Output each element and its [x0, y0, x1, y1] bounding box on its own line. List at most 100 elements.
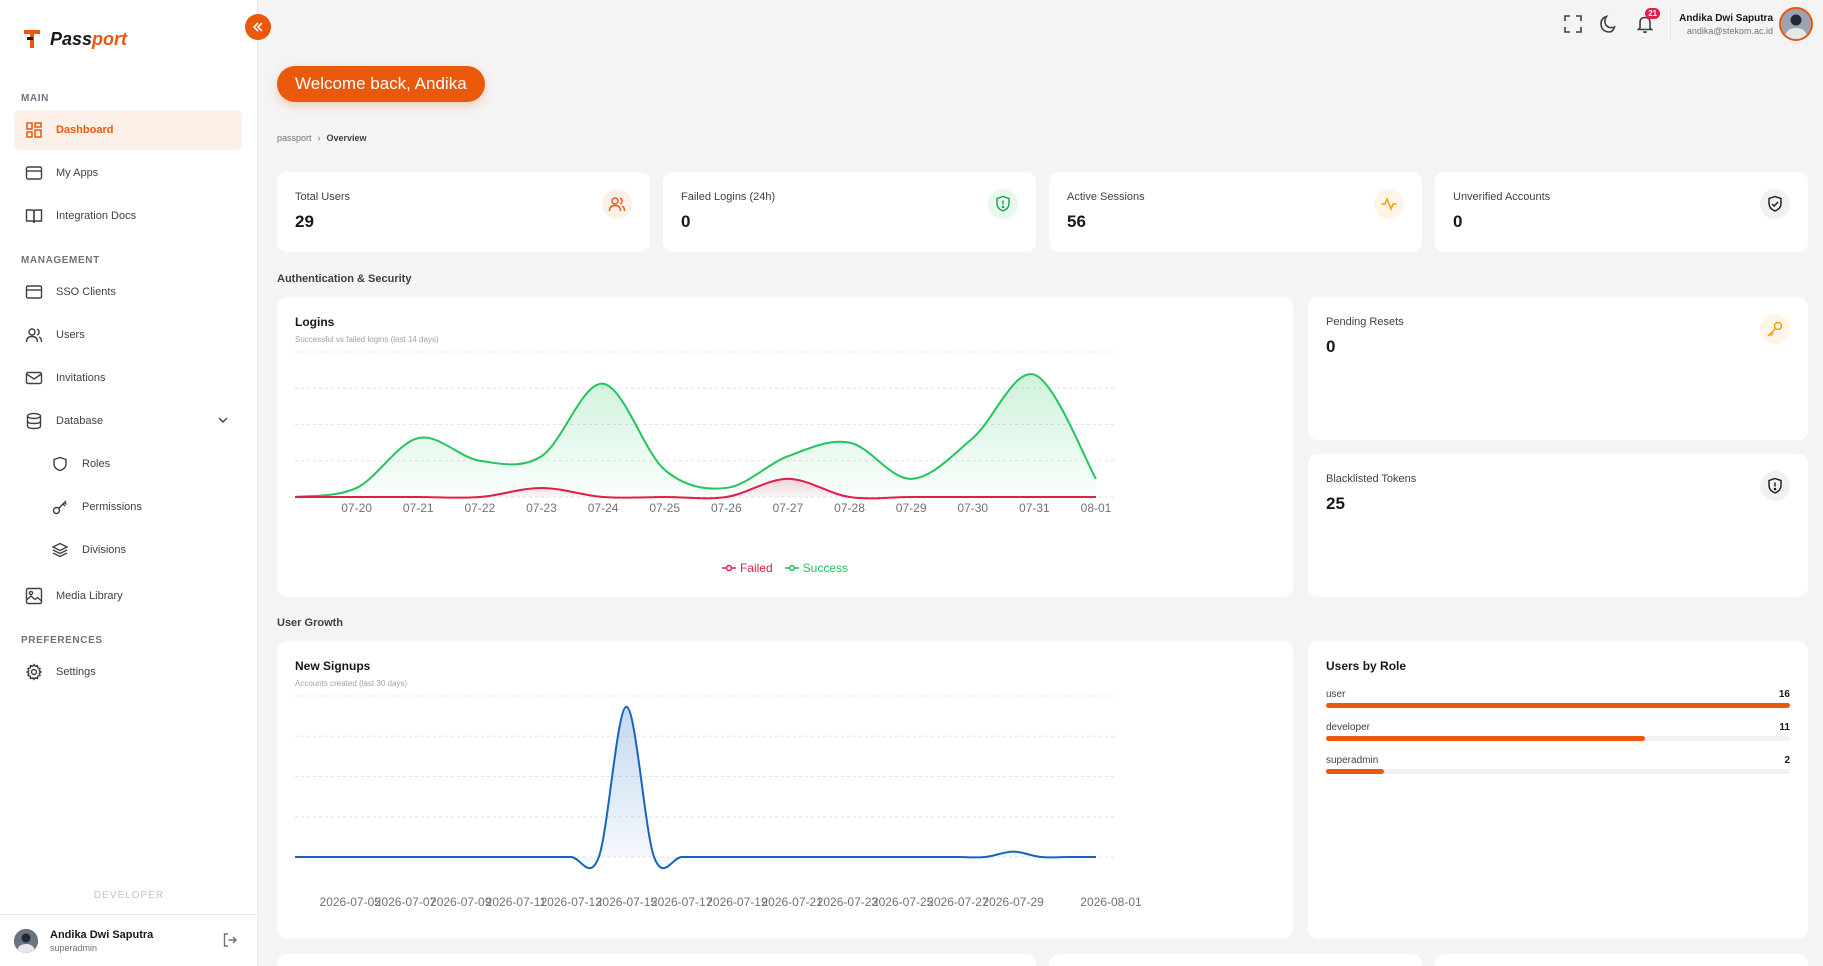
avatar[interactable]: [1779, 7, 1813, 41]
legend-item-success[interactable]: Success: [784, 561, 849, 575]
stat-title: Total Users: [295, 191, 351, 203]
sidebar-user-profile[interactable]: Andika Dwi Saputra superadmin: [0, 914, 258, 966]
header-divider: [1670, 9, 1672, 39]
sidebar-item-label: Integration Docs: [56, 210, 137, 222]
sidebar-item-label: Roles: [82, 458, 111, 470]
stat-title: Active Sessions: [1067, 191, 1145, 203]
x-tick-label: 2026-07-29: [982, 895, 1044, 909]
legend-marker-icon: [784, 564, 799, 572]
stat-value: 0: [681, 212, 691, 231]
x-tick-label: 2026-07-27: [927, 895, 989, 909]
sidebar-item-divisions[interactable]: Divisions: [14, 530, 242, 570]
chart-title: Users by Role: [1326, 659, 1407, 673]
sidebar-item-users[interactable]: Users: [14, 315, 242, 355]
sidebar-item-my-apps[interactable]: My Apps: [14, 153, 242, 193]
x-tick-label: 2026-07-15: [596, 895, 658, 909]
sidebar-item-label: Media Library: [56, 590, 123, 602]
header-user-info[interactable]: Andika Dwi Saputra andika@stekom.ac.id: [1679, 13, 1773, 36]
notifications-button[interactable]: 21: [1634, 8, 1661, 35]
chevrons-left-icon: [252, 22, 263, 32]
sidebar-collapse-button[interactable]: [245, 14, 271, 40]
sidebar-item-dashboard[interactable]: Dashboard: [14, 110, 242, 150]
x-tick-label: 07-20: [341, 501, 372, 515]
fullscreen-icon[interactable]: [1562, 13, 1584, 35]
sidebar-item-label: Invitations: [56, 372, 106, 384]
chart-subtitle: Accounts created (last 30 days): [295, 679, 408, 688]
bell-icon: [1636, 16, 1654, 34]
sidebar-item-invitations[interactable]: Invitations: [14, 358, 242, 398]
stat-title: Unverified Accounts: [1453, 191, 1551, 203]
sidebar-item-label: Database: [56, 415, 104, 427]
role-bar-row: developer 11: [1326, 722, 1790, 741]
role-bar-fill: [1326, 736, 1645, 741]
sidebar-item-database[interactable]: Database: [14, 401, 242, 441]
sidebar-item-settings[interactable]: Settings: [14, 652, 242, 692]
legend-label: Success: [802, 561, 849, 575]
legend-label: Failed: [739, 561, 773, 575]
stat-value: 29: [295, 212, 314, 231]
x-tick-label: 2026-07-07: [375, 895, 437, 909]
notification-count-badge: 21: [1645, 8, 1661, 19]
signups-chart: 2026-07-052026-07-072026-07-092026-07-11…: [294, 695, 1142, 909]
x-tick-label: 2026-07-17: [651, 895, 713, 909]
series-line-success[interactable]: [294, 373, 1097, 498]
stat-card-active-sessions: Active Sessions 56: [1049, 172, 1422, 252]
sidebar-item-label: Dashboard: [56, 124, 114, 136]
sidebar-item-permissions[interactable]: Permissions: [14, 487, 242, 527]
x-tick-label: 07-23: [526, 501, 557, 515]
avatar: [14, 928, 38, 953]
shield-alert-icon: [1760, 471, 1790, 501]
sidebar-user-role: superadmin: [50, 942, 98, 953]
x-tick-label: 07-28: [834, 501, 865, 515]
app-name: Passport: [50, 28, 128, 49]
series-line-signups[interactable]: [294, 705, 1096, 869]
app-logo[interactable]: Passport: [22, 28, 127, 50]
chart-subtitle: Successful vs failed logins (last 14 day…: [295, 335, 439, 344]
x-tick-label: 2026-07-19: [706, 895, 768, 909]
sidebar-item-media-library[interactable]: Media Library: [14, 576, 242, 616]
stat-card-unverified-accounts: Unverified Accounts 0: [1435, 172, 1808, 252]
key-icon: [50, 497, 70, 517]
window-icon: [24, 163, 44, 183]
x-tick-label: 2026-08-01: [1080, 895, 1142, 909]
role-bar-fill: [1326, 769, 1384, 774]
layers-icon: [50, 540, 70, 560]
environment-label: DEVELOPER: [93, 890, 165, 901]
sidebar-item-label: Permissions: [82, 501, 142, 513]
stat-title: Pending Resets: [1326, 316, 1404, 328]
x-tick-label: 2026-07-11: [486, 895, 547, 909]
dashboard-icon: [24, 120, 44, 140]
sidebar-item-sso-clients[interactable]: SSO Clients: [14, 272, 242, 312]
series-area-signups: [295, 706, 1096, 869]
section-label-preferences: PREFERENCES: [21, 635, 103, 646]
breadcrumb-root[interactable]: passport: [277, 133, 312, 143]
sidebar-item-roles[interactable]: Roles: [14, 444, 242, 484]
sidebar-item-integration-docs[interactable]: Integration Docs: [14, 196, 242, 236]
x-tick-label: 2026-07-09: [430, 895, 492, 909]
shield-alert-icon: [988, 189, 1018, 219]
section-label-management: MANAGEMENT: [21, 255, 100, 266]
logout-icon[interactable]: [222, 932, 238, 953]
moon-icon[interactable]: [1598, 13, 1620, 35]
role-bar-track: [1326, 703, 1790, 708]
stat-card-total-users: Total Users 29: [277, 172, 650, 252]
x-tick-label: 2026-07-21: [761, 895, 823, 909]
series-line-failed[interactable]: [295, 477, 1096, 500]
signups-chart-card: New Signups Accounts created (last 30 da…: [277, 641, 1293, 939]
mail-icon: [24, 368, 44, 388]
key-icon: [1760, 314, 1790, 344]
breadcrumb-current: Overview: [326, 133, 367, 143]
stat-title: Blacklisted Tokens: [1326, 473, 1417, 485]
stat-card-failed-logins: Failed Logins (24h) 0: [663, 172, 1036, 252]
shield-icon: [50, 454, 70, 474]
users-icon: [24, 325, 44, 345]
stat-card-pending-resets: Pending Resets 0: [1308, 297, 1808, 440]
activity-icon: [1374, 189, 1404, 219]
x-tick-label: 07-27: [773, 501, 804, 515]
header-user-email: andika@stekom.ac.id: [1686, 25, 1773, 36]
x-tick-label: 07-25: [649, 501, 680, 515]
sidebar-user-name: Andika Dwi Saputra: [50, 928, 154, 941]
x-tick-label: 2026-07-05: [320, 895, 382, 909]
breadcrumb: passport › Overview: [277, 133, 367, 143]
legend-item-failed[interactable]: Failed: [721, 561, 773, 575]
